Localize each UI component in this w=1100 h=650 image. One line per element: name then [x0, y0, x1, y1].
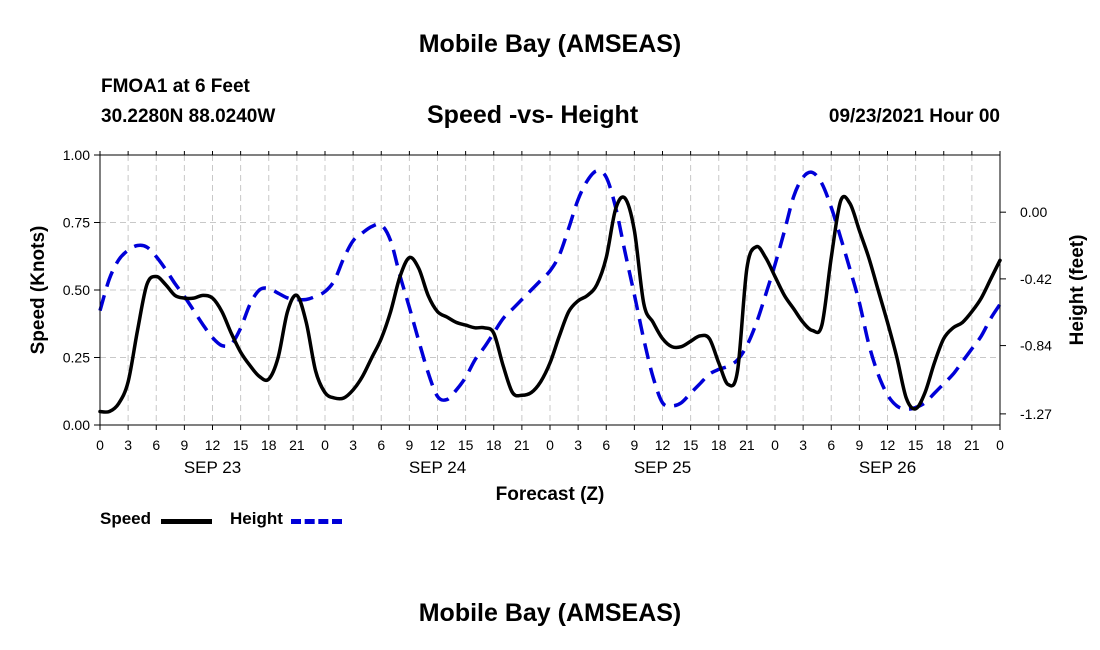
x-tick-label: 6 [152, 437, 160, 453]
x-tick-label: 0 [96, 437, 104, 453]
x-tick-label: 21 [514, 437, 530, 453]
x-tick-label: 6 [377, 437, 385, 453]
legend-speed-label: Speed [100, 509, 152, 528]
series-line-speed [98, 194, 1002, 414]
y-tick-label: 0.75 [63, 215, 90, 231]
x-tick-label: 18 [261, 437, 277, 453]
y2-tick-label: 0.00 [1020, 204, 1047, 220]
x-tick-label: 15 [683, 437, 699, 453]
x-tick-label: 21 [289, 437, 305, 453]
x-tick-label: 3 [124, 437, 132, 453]
day-label: SEP 24 [409, 458, 466, 477]
legend-height-label: Height [230, 509, 283, 528]
y-tick-label: 0.00 [63, 417, 90, 433]
y-axis-title: Speed (Knots) [28, 226, 49, 355]
x-tick-label: 9 [405, 437, 413, 453]
x-tick-label: 6 [602, 437, 610, 453]
series-layer [98, 169, 1002, 414]
chart-subtitle: Speed -vs- Height [427, 101, 639, 129]
y2-tick-label: -0.42 [1020, 271, 1052, 287]
x-tick-label: 18 [486, 437, 502, 453]
x-axis-title: Forecast (Z) [496, 484, 605, 505]
x-tick-label: 15 [458, 437, 474, 453]
y2-tick-label: -0.84 [1020, 338, 1052, 354]
y2-axis-title: Height (feet) [1067, 235, 1088, 346]
x-tick-label: 12 [880, 437, 896, 453]
plot-frame [99, 154, 1001, 426]
day-label: SEP 26 [859, 458, 916, 477]
station-label: FMOA1 at 6 Feet [101, 76, 250, 97]
x-tick-label: 18 [936, 437, 952, 453]
x-tick-label: 9 [180, 437, 188, 453]
x-tick-label: 18 [711, 437, 727, 453]
x-tick-label: 15 [908, 437, 924, 453]
x-tick-label: 12 [655, 437, 671, 453]
y2-tick-label: -1.27 [1020, 406, 1052, 422]
y-tick-label: 1.00 [63, 147, 90, 163]
coordinates-label: 30.2280N 88.0240W [101, 106, 276, 127]
x-tick-label: 21 [964, 437, 980, 453]
x-tick-label: 3 [574, 437, 582, 453]
x-tick-label: 15 [233, 437, 249, 453]
series-line-height [98, 169, 1002, 411]
x-tick-label: 3 [349, 437, 357, 453]
top-title: Mobile Bay (AMSEAS) [418, 30, 682, 58]
day-label: SEP 23 [184, 458, 241, 477]
y-tick-label: 0.25 [63, 350, 90, 366]
x-tick-label: 0 [771, 437, 779, 453]
x-tick-label: 6 [827, 437, 835, 453]
x-tick-label: 21 [739, 437, 755, 453]
x-tick-label: 9 [855, 437, 863, 453]
day-label: SEP 25 [634, 458, 691, 477]
x-tick-label: 9 [630, 437, 638, 453]
grid-layer [100, 155, 1000, 425]
x-tick-label: 12 [205, 437, 221, 453]
forecast-datetime: 09/23/2021 Hour 00 [828, 106, 1000, 127]
x-tick-label: 0 [321, 437, 329, 453]
x-tick-label: 3 [799, 437, 807, 453]
x-tick-label: 0 [546, 437, 554, 453]
legend-height-swatch [291, 519, 342, 524]
axis-layer: 0 3 6 9 12 15 18 21 0 3 6 9 12 15 18 21 0 3 6 9 12 15 18 21 0 3 6 9… [63, 147, 1052, 477]
y-tick-label: 0.50 [63, 282, 90, 298]
x-tick-label: 0 [996, 437, 1004, 453]
legend-speed-swatch [161, 519, 212, 524]
bottom-title: Mobile Bay (AMSEAS) [418, 599, 682, 627]
x-tick-label: 12 [430, 437, 446, 453]
